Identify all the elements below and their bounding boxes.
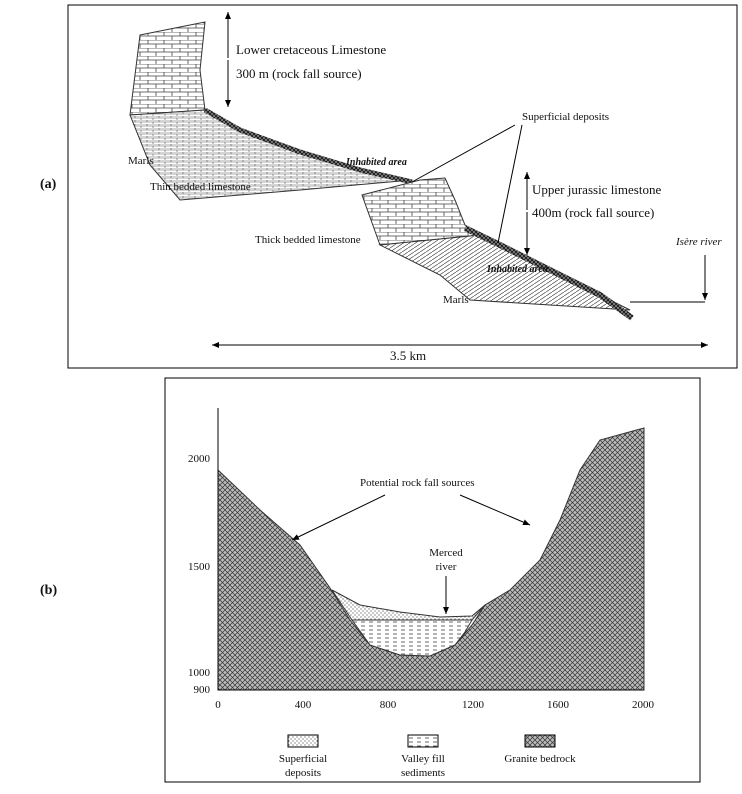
legend-label: Superficial [279, 753, 327, 765]
annotation: Superficial deposits [522, 111, 609, 123]
legend-label: Valley fill [401, 753, 445, 765]
arrow [291, 494, 386, 541]
annotation: Marls [128, 155, 154, 167]
annotation: 3.5 km [390, 348, 426, 363]
y-tick-label: 1000 [188, 667, 211, 679]
pointer-line [411, 124, 516, 183]
x-tick-label: 0 [215, 699, 221, 711]
x-axis: 0 400 800 1200 1600 2000 [215, 699, 654, 711]
annotation: 400m (rock fall source) [532, 205, 654, 220]
panel-a-frame [67, 4, 738, 369]
cross-section-a [129, 21, 634, 321]
y-tick-label: 2000 [188, 453, 211, 465]
valley-fill [351, 619, 473, 657]
annotation: 300 m (rock fall source) [236, 66, 362, 81]
axes [217, 408, 644, 691]
legend-label: deposits [285, 767, 321, 779]
annotation: Merced [429, 547, 463, 559]
annotation: Inhabited area [345, 157, 407, 168]
x-tick-label: 400 [295, 699, 312, 711]
legend-swatch [287, 734, 319, 748]
pointer-line [497, 124, 523, 244]
y-tick-label: 900 [194, 684, 211, 696]
annotation: Inhabited area [486, 264, 548, 275]
superficial-deposits [331, 589, 486, 621]
legend-label: Granite bedrock [504, 753, 576, 765]
legend-swatch [524, 734, 556, 748]
arrow [459, 494, 531, 526]
annotation: Marls [443, 294, 469, 306]
y-axis: 2000 1500 1000 900 [188, 453, 211, 696]
panel-label: (a) [40, 177, 57, 192]
legend: Superficial deposits Valley fill sedimen… [279, 734, 576, 779]
legend-label: sediments [401, 767, 445, 779]
granite-bedrock [217, 427, 645, 691]
x-tick-label: 1200 [462, 699, 485, 711]
y-tick-label: 1500 [188, 561, 211, 573]
annotation: Lower cretaceous Limestone [236, 42, 386, 57]
annotation: Upper jurassic limestone [532, 182, 661, 197]
annotation: Thick bedded limestone [255, 234, 361, 246]
x-tick-label: 2000 [632, 699, 655, 711]
annotation: Isère river [675, 236, 722, 248]
annotation: Thin bedded limestone [150, 181, 251, 193]
panel-label: (b) [40, 583, 57, 598]
annotation: river [436, 561, 457, 573]
x-tick-label: 800 [380, 699, 397, 711]
annotation: Potential rock fall sources [360, 477, 475, 489]
panel-b-frame [164, 377, 701, 783]
x-tick-label: 1600 [547, 699, 570, 711]
legend-swatch [407, 734, 439, 748]
